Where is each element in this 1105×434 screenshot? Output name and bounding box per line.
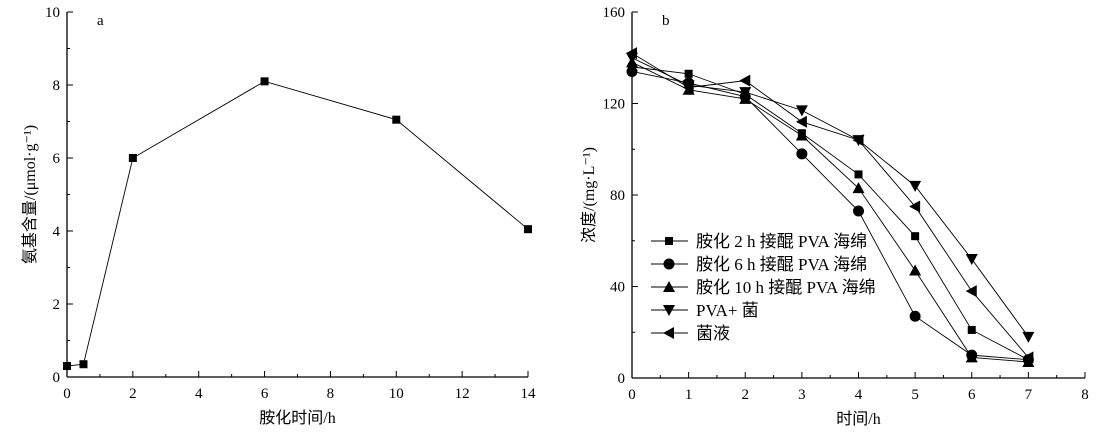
y-tick-label: 80 <box>610 188 625 204</box>
data-point <box>795 105 808 117</box>
data-point <box>796 148 808 160</box>
data-point <box>626 65 638 77</box>
series-line <box>631 52 1029 358</box>
data-point <box>965 351 978 363</box>
y-tick-label: 4 <box>53 224 61 240</box>
series-line <box>631 61 1029 363</box>
data-point <box>682 81 694 94</box>
series-line <box>631 66 1029 361</box>
y-tick-label: 0 <box>618 371 626 387</box>
series-0 <box>63 77 532 371</box>
data-point <box>853 205 864 217</box>
data-point <box>852 134 864 147</box>
legend-marker <box>663 281 675 292</box>
x-tick-label: 6 <box>261 386 269 402</box>
legend-label: 胺化 10 h 接醌 PVA 海绵 <box>696 278 876 297</box>
y-tick-label: 8 <box>53 78 61 94</box>
series-line <box>66 80 529 367</box>
data-point <box>739 87 752 99</box>
x-tick-label: 8 <box>1081 387 1089 403</box>
data-point <box>911 232 920 241</box>
data-point <box>967 325 976 334</box>
series-line <box>631 71 1029 361</box>
data-point <box>795 115 807 128</box>
data-point <box>260 77 269 86</box>
data-point <box>1022 355 1035 367</box>
legend-label: PVA+ 菌 <box>696 301 759 320</box>
x-tick-label: 14 <box>521 386 537 402</box>
data-point <box>739 74 751 87</box>
data-point <box>684 69 693 78</box>
data-point <box>79 360 88 369</box>
x-tick-label: 0 <box>63 386 71 402</box>
data-point <box>909 264 922 276</box>
series-4 <box>626 47 1034 364</box>
x-tick-label: 1 <box>685 387 693 403</box>
x-tick-label: 2 <box>742 387 750 403</box>
data-point <box>1022 331 1035 343</box>
series-0 <box>628 62 1033 364</box>
x-tick-label: 7 <box>1025 387 1033 403</box>
legend-marker <box>663 305 675 316</box>
panel-label: a <box>97 13 104 29</box>
x-tick-label: 3 <box>798 387 806 403</box>
x-tick-label: 6 <box>968 387 976 403</box>
x-axis-label: 时间/h <box>836 410 880 428</box>
legend-label: 胺化 2 h 接醌 PVA 海绵 <box>696 232 867 251</box>
data-point <box>524 225 532 234</box>
series-3 <box>626 52 1035 343</box>
y-tick-label: 2 <box>53 297 61 313</box>
x-tick-label: 2 <box>129 386 137 402</box>
data-point <box>392 115 401 124</box>
y-tick-label: 6 <box>53 151 61 167</box>
data-point <box>965 285 977 298</box>
y-tick-label: 10 <box>45 5 60 21</box>
x-tick-label: 10 <box>389 386 404 402</box>
x-tick-label: 5 <box>911 387 919 403</box>
data-point <box>1022 351 1034 364</box>
chart-a: 0 2 4 6 8 10 12 14 0 2 4 6 8 10 a 胺化时间/h 氨基含量/(μmol·g⁻¹) <box>21 5 536 427</box>
legend-marker <box>663 258 675 270</box>
y-tick-label: 160 <box>603 5 626 21</box>
legend-marker <box>665 237 673 245</box>
data-point <box>965 254 978 266</box>
x-tick-label: 12 <box>455 386 470 402</box>
legend-marker <box>663 327 674 339</box>
data-point <box>909 200 921 213</box>
series-2 <box>626 56 1035 367</box>
data-point <box>852 182 865 194</box>
data-point <box>128 154 137 162</box>
x-tick-label: 4 <box>855 387 863 403</box>
legend-label: 菌液 <box>696 324 730 343</box>
x-tick-label: 4 <box>195 386 203 402</box>
x-tick-label: 0 <box>628 387 636 403</box>
data-point <box>795 129 808 141</box>
data-point <box>739 92 752 104</box>
data-point <box>909 310 921 322</box>
y-tick-label: 40 <box>610 280 625 296</box>
data-point <box>854 170 863 179</box>
x-tick-label: 8 <box>327 386 335 402</box>
data-point <box>909 180 922 192</box>
y-axis-label: 氨基含量/(μmol·g⁻¹) <box>21 125 39 264</box>
y-tick-label: 0 <box>53 370 61 386</box>
y-tick-label: 120 <box>603 97 626 113</box>
panel-label: b <box>662 13 670 29</box>
data-point <box>626 47 637 60</box>
series-1 <box>626 65 1034 366</box>
x-axis-label: 胺化时间/h <box>259 409 335 427</box>
y-axis-label: 浓度/(mg·L⁻¹) <box>580 147 598 243</box>
data-point <box>63 362 71 371</box>
legend-label: 胺化 6 h 接醌 PVA 海绵 <box>696 255 867 274</box>
